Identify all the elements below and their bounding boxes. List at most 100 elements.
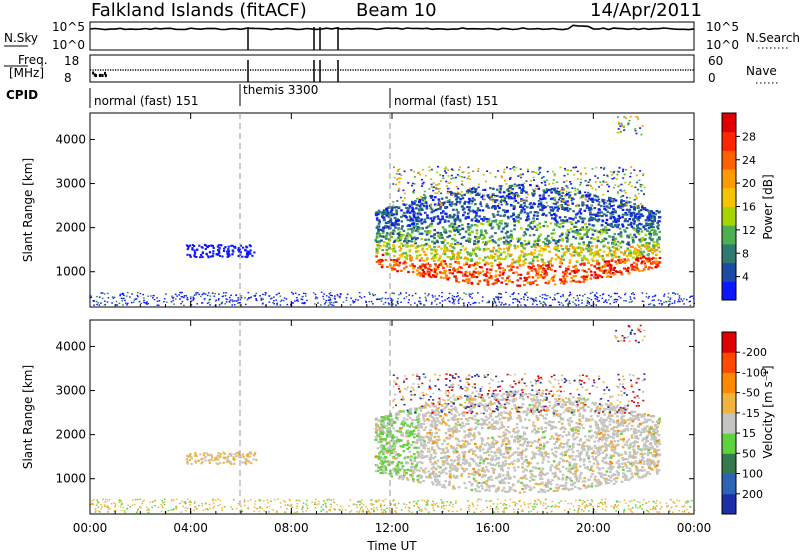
echo-cell: [441, 226, 445, 229]
echo-cell: [547, 409, 550, 412]
echo-cell: [428, 230, 432, 233]
echo-cell: [478, 265, 482, 269]
echo-cell: [467, 282, 470, 285]
echo-cell: [491, 226, 495, 229]
echo-cell: [399, 292, 402, 294]
echo-cell: [585, 195, 588, 198]
echo-cell: [494, 252, 497, 256]
echo-cell: [440, 233, 443, 236]
echo-cell: [616, 299, 619, 301]
echo-cell: [479, 445, 482, 448]
echo-cell: [395, 183, 397, 186]
echo-cell: [448, 292, 451, 295]
echo-cell: [428, 232, 431, 235]
echo-cell: [586, 200, 589, 203]
echo-cell: [208, 251, 212, 254]
echo-cell: [449, 476, 452, 479]
echo-cell: [537, 273, 541, 277]
echo-cell: [514, 247, 517, 250]
echo-cell: [189, 255, 192, 258]
echo-cell: [458, 168, 461, 171]
echo-cell: [627, 223, 630, 226]
echo-cell: [193, 252, 197, 255]
echo-cell: [488, 300, 490, 302]
echo-cell: [240, 295, 243, 297]
echo-cell: [386, 265, 389, 268]
echo-cell: [573, 485, 577, 488]
echo-cell: [226, 253, 229, 256]
echo-cell: [411, 202, 414, 204]
echo-cell: [551, 452, 555, 455]
echo-cell: [579, 173, 582, 176]
echo-cell: [405, 203, 408, 206]
echo-cell: [494, 300, 496, 303]
echo-cell: [510, 192, 513, 195]
echo-cell: [477, 419, 480, 422]
echo-cell: [378, 232, 382, 236]
echo-cell: [533, 202, 535, 204]
echo-cell: [350, 297, 352, 299]
echo-cell: [496, 194, 499, 198]
echo-cell: [513, 201, 515, 203]
echo-cell: [453, 213, 456, 216]
echo-cell: [637, 215, 641, 218]
echo-cell: [539, 233, 543, 236]
echo-cell: [503, 201, 506, 204]
echo-cell: [477, 170, 480, 172]
echo-cell: [612, 186, 615, 189]
echo-cell: [435, 249, 438, 252]
echo-cell: [227, 245, 230, 248]
echo-cell: [143, 299, 145, 302]
echo-cell: [499, 200, 503, 203]
echo-cell: [617, 205, 620, 208]
echo-cell: [396, 228, 400, 231]
echo-cell: [504, 199, 506, 201]
echo-cell: [434, 295, 436, 297]
echo-cell: [204, 298, 206, 300]
echo-cell: [513, 194, 517, 197]
echo-cell: [414, 229, 418, 232]
echo-cell: [512, 489, 516, 492]
echo-cell: [508, 184, 512, 188]
echo-cell: [419, 219, 423, 223]
echo-cell: [420, 232, 424, 235]
echo-cell: [463, 263, 466, 266]
echo-cell: [589, 250, 592, 253]
echo-cell: [186, 248, 189, 251]
echo-cell: [385, 424, 389, 427]
echo-cell: [571, 458, 575, 461]
echo-cell: [537, 205, 540, 208]
echo-cell: [205, 244, 208, 247]
echo-cell: [569, 410, 573, 413]
echo-cell: [172, 297, 174, 299]
echo-cell: [433, 242, 436, 245]
echo-cell: [262, 298, 264, 300]
echo-cell: [630, 424, 634, 428]
echo-cell: [431, 481, 434, 484]
echo-cell: [437, 259, 440, 262]
echo-cell: [543, 484, 546, 487]
echo-cell: [418, 227, 421, 230]
echo-cell: [563, 174, 566, 177]
echo-cell: [645, 436, 649, 439]
echo-cell: [402, 471, 406, 474]
echo-cell: [554, 398, 557, 401]
echo-cell: [464, 274, 467, 277]
echo-cell: [143, 297, 145, 299]
echo-cell: [498, 257, 502, 260]
echo-cell: [189, 244, 192, 247]
echo-cell: [482, 419, 486, 422]
echo-cell: [498, 418, 502, 421]
echo-cell: [470, 191, 474, 194]
echo-cell: [545, 272, 548, 275]
echo-cell: [418, 254, 422, 257]
echo-cell: [418, 205, 422, 208]
echo-cell: [550, 428, 553, 431]
echo-cell: [473, 435, 477, 438]
echo-cell: [586, 258, 589, 262]
echo-cell: [608, 420, 612, 423]
echo-cell: [192, 296, 195, 298]
echo-cell: [539, 265, 543, 268]
echo-cell: [579, 172, 582, 175]
echo-cell: [529, 283, 532, 286]
